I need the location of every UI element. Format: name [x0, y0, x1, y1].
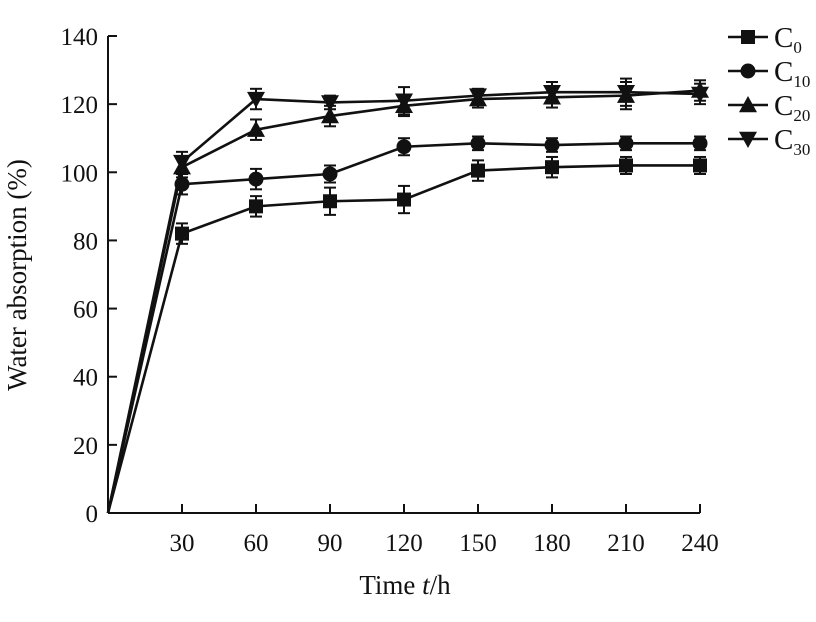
x-tick-label: 30	[170, 530, 195, 557]
x-axis-title-text: Time	[359, 570, 422, 600]
legend-entry-C0: C0	[728, 22, 802, 57]
x-tick-label: 90	[318, 530, 343, 557]
x-tick-label: 180	[533, 530, 571, 557]
y-axis-title: Water absorption (%)	[2, 159, 32, 391]
legend-label: C0	[774, 22, 802, 57]
data-point	[321, 107, 339, 124]
legend-label: C20	[774, 90, 810, 125]
data-point	[545, 160, 559, 175]
legend-marker	[739, 131, 757, 148]
data-point	[397, 192, 411, 207]
y-tick-label: 20	[73, 433, 98, 460]
data-point	[544, 137, 560, 153]
plot-area	[106, 77, 709, 514]
y-tick-label: 120	[61, 92, 99, 119]
data-point	[691, 86, 709, 103]
y-axis-ticks: 0 20 40 60 80 100 120 140	[61, 24, 117, 528]
data-point	[322, 166, 338, 182]
x-axis-title-symbol: t	[422, 570, 431, 600]
y-tick-label: 0	[86, 501, 99, 528]
data-point	[470, 135, 486, 151]
legend-label: C30	[774, 124, 810, 159]
data-point	[618, 135, 634, 151]
data-point	[247, 120, 265, 137]
data-point	[395, 93, 413, 110]
x-axis-title-unit: /h	[430, 570, 452, 600]
legend-entry-C10: C10	[728, 56, 810, 91]
data-point	[471, 163, 485, 178]
legend-marker	[739, 96, 757, 113]
y-tick-label: 60	[73, 297, 98, 324]
data-point	[693, 158, 707, 173]
legend-entry-C30: C30	[728, 124, 810, 159]
series-C10	[106, 135, 708, 514]
data-point	[543, 85, 561, 102]
data-point	[617, 85, 635, 102]
data-point	[619, 158, 633, 173]
data-point	[173, 154, 191, 172]
y-tick-label: 40	[73, 365, 98, 392]
data-point	[247, 91, 265, 109]
legend-marker	[740, 63, 756, 79]
data-point	[248, 171, 264, 187]
x-axis-ticks: 30 60 90 120 150 180 210 240	[170, 504, 719, 557]
data-point	[396, 139, 412, 155]
data-point	[692, 135, 708, 151]
legend-marker	[741, 30, 755, 44]
x-tick-label: 240	[681, 530, 719, 557]
x-tick-label: 120	[385, 530, 423, 557]
x-tick-label: 150	[459, 530, 497, 557]
x-tick-label: 210	[607, 530, 645, 557]
data-point	[249, 199, 263, 214]
y-tick-label: 100	[61, 160, 99, 187]
data-point	[321, 95, 339, 112]
data-point	[323, 194, 337, 209]
series-line	[106, 164, 700, 514]
y-tick-label: 140	[61, 24, 99, 51]
x-tick-label: 60	[244, 530, 269, 557]
data-point	[469, 88, 487, 105]
legend-label: C10	[774, 56, 810, 91]
series-C0	[106, 155, 707, 514]
series-C30	[106, 77, 709, 514]
data-point	[175, 226, 189, 241]
x-axis-title: Time t/h	[359, 570, 451, 600]
y-tick-label: 80	[73, 228, 98, 255]
legend-entry-C20: C20	[728, 90, 810, 125]
